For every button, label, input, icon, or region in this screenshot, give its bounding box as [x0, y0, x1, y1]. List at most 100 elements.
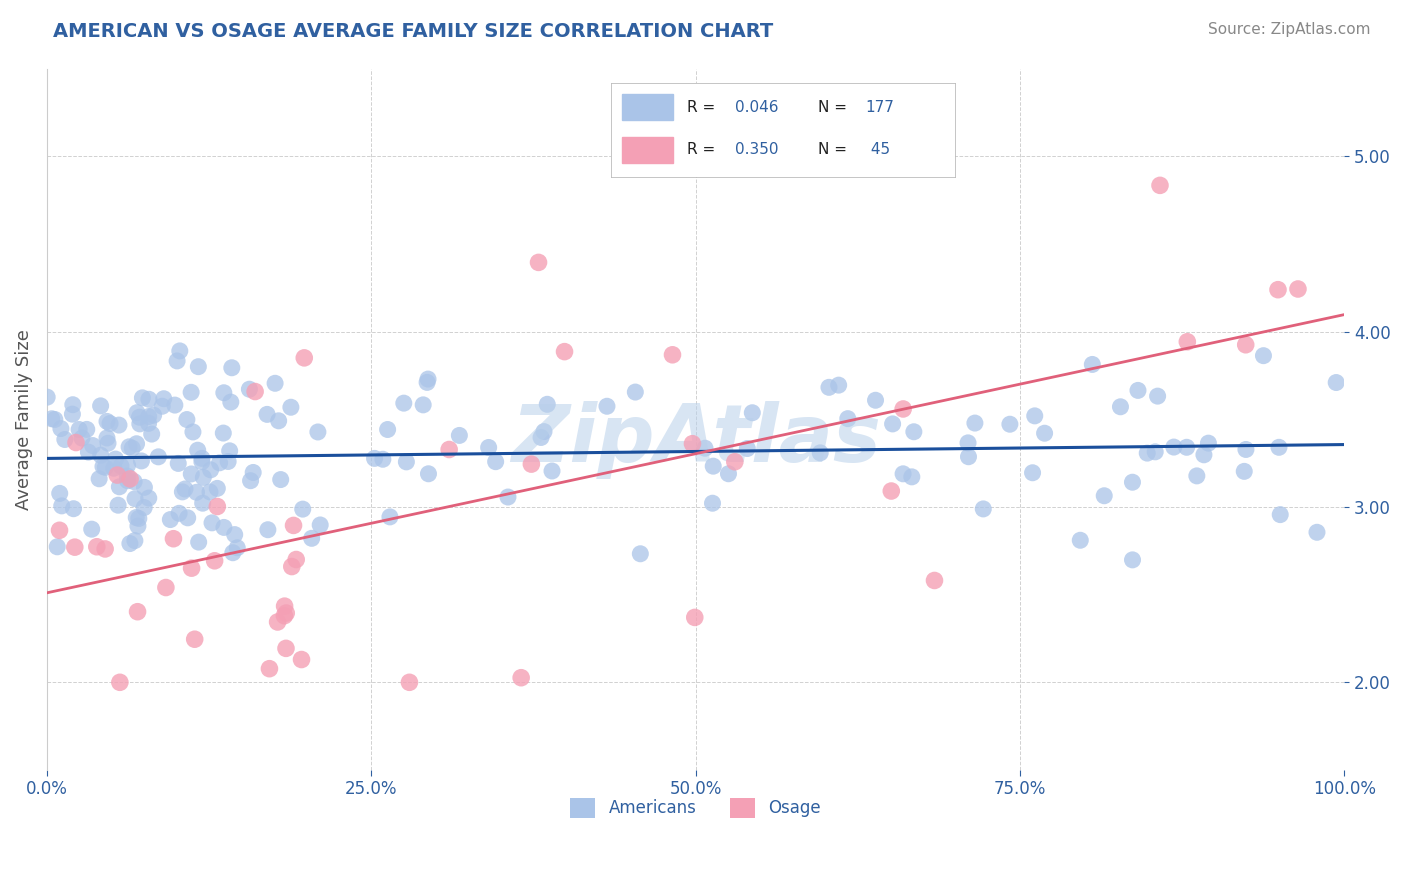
Point [108, 480, 131, 494]
Point [37, 390, 59, 404]
Point [273, 608, 295, 623]
Point [198, 485, 221, 500]
Point [180, 385, 202, 400]
Point [60, 407, 83, 421]
Point [128, 410, 150, 425]
Point [865, 393, 887, 408]
Point [90, 399, 112, 413]
Point [837, 411, 859, 425]
Point [257, 523, 280, 537]
Point [207, 500, 229, 514]
Point [273, 599, 295, 614]
Point [212, 385, 235, 400]
Point [536, 397, 558, 411]
Legend: Americans, Osage: Americans, Osage [564, 791, 828, 825]
Point [86, 540, 108, 554]
Point [204, 554, 226, 568]
Point [96, 414, 118, 428]
Point [259, 662, 281, 676]
Point [108, 675, 131, 690]
Point [104, 452, 127, 467]
Point [122, 475, 145, 489]
Point [972, 502, 994, 516]
Point [91, 459, 114, 474]
Point [103, 461, 125, 475]
Point [221, 360, 243, 375]
Point [117, 458, 139, 473]
Point [267, 414, 290, 428]
Point [378, 509, 401, 524]
Point [98, 417, 121, 431]
Point [53, 433, 76, 447]
Point [120, 472, 142, 486]
Point [67, 422, 90, 436]
Point [187, 443, 209, 458]
Point [80, 522, 103, 536]
Point [125, 510, 148, 524]
Point [1234, 442, 1257, 457]
Point [301, 532, 323, 546]
Point [276, 606, 298, 620]
Point [270, 473, 292, 487]
Point [191, 451, 214, 466]
Point [554, 344, 576, 359]
Point [128, 511, 150, 525]
Point [191, 455, 214, 469]
Point [1185, 469, 1208, 483]
Point [44, 412, 66, 426]
Point [924, 574, 946, 588]
Point [1324, 376, 1347, 390]
Point [1268, 440, 1291, 454]
Point [290, 652, 312, 666]
Point [208, 456, 231, 470]
Point [187, 359, 209, 374]
Point [167, 457, 190, 471]
Point [1267, 283, 1289, 297]
Point [125, 406, 148, 420]
Point [239, 474, 262, 488]
Point [125, 436, 148, 450]
Point [398, 675, 420, 690]
Point [193, 470, 215, 484]
Point [212, 426, 235, 441]
Point [1136, 446, 1159, 460]
Point [89, 472, 111, 486]
Point [891, 467, 914, 481]
Point [377, 423, 399, 437]
Point [200, 463, 222, 477]
Point [163, 398, 186, 412]
Point [1149, 178, 1171, 193]
Point [63, 540, 86, 554]
Point [1121, 553, 1143, 567]
Point [392, 396, 415, 410]
Point [242, 466, 264, 480]
Point [107, 498, 129, 512]
Point [217, 454, 239, 468]
Point [283, 518, 305, 533]
Point [1144, 445, 1167, 459]
Point [124, 533, 146, 548]
Point [264, 376, 287, 391]
Text: Source: ZipAtlas.com: Source: ZipAtlas.com [1208, 22, 1371, 37]
Point [285, 552, 308, 566]
Point [134, 480, 156, 494]
Point [41, 411, 63, 425]
Point [371, 452, 394, 467]
Point [186, 485, 208, 500]
Point [226, 541, 249, 555]
Point [901, 470, 924, 484]
Point [174, 482, 197, 496]
Point [166, 354, 188, 368]
Point [880, 483, 903, 498]
Point [1233, 464, 1256, 478]
Point [76, 422, 98, 436]
Point [94, 541, 117, 556]
Point [124, 491, 146, 506]
Point [46, 540, 69, 554]
Point [207, 482, 229, 496]
Point [243, 384, 266, 399]
Point [1197, 436, 1219, 450]
Point [998, 417, 1021, 432]
Point [1109, 400, 1132, 414]
Point [77, 445, 100, 459]
